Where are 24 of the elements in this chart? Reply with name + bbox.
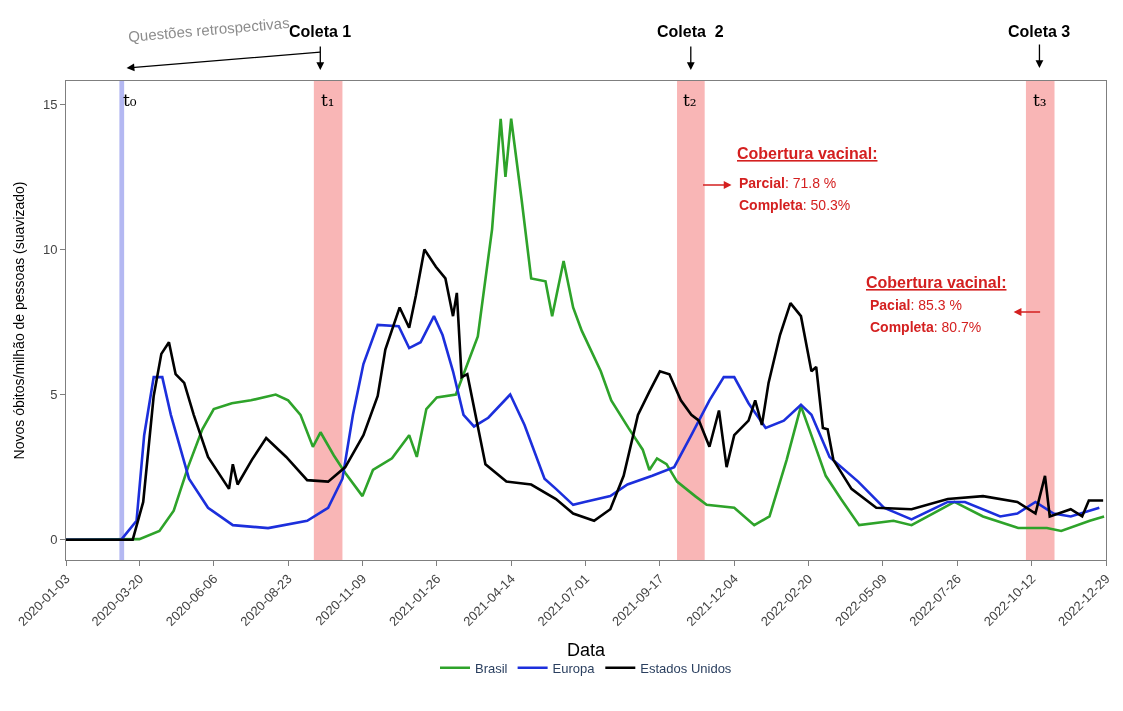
y-tick-label: 5	[50, 387, 58, 403]
band-label: t₃	[1033, 90, 1047, 110]
x-axis-title: Data	[566, 639, 606, 660]
legend-label: Estados Unidos	[640, 660, 732, 676]
y-tick-label: 0	[50, 532, 58, 548]
band-label: t₁	[321, 90, 335, 110]
annotation: Cobertura vacinal:	[866, 274, 1007, 291]
annotation: Cobertura vacinal:	[737, 145, 878, 162]
annotation: Completa: 80.7%	[870, 319, 982, 335]
y-axis-title: Novos óbitos/milhão de pessoas (suavizado)	[10, 181, 27, 460]
legend-label: Brasil	[475, 660, 508, 676]
y-tick-label: 15	[42, 96, 58, 112]
band-label: t₂	[683, 90, 697, 110]
annotation: Completa: 50.3%	[739, 197, 851, 213]
line-series	[66, 248, 1105, 541]
text: Coleta 3	[1008, 23, 1071, 40]
annotation: Pacial: 85.3 %	[870, 297, 962, 313]
text: Coleta 2	[657, 23, 724, 40]
legend-label: Europa	[552, 660, 596, 676]
band-label: t₀	[123, 90, 137, 110]
y-tick-label: 10	[42, 241, 58, 257]
text: Questões retrospectivas	[127, 14, 291, 46]
annotation: Parcial: 71.8 %	[739, 175, 837, 191]
text: Coleta 1	[289, 23, 352, 40]
